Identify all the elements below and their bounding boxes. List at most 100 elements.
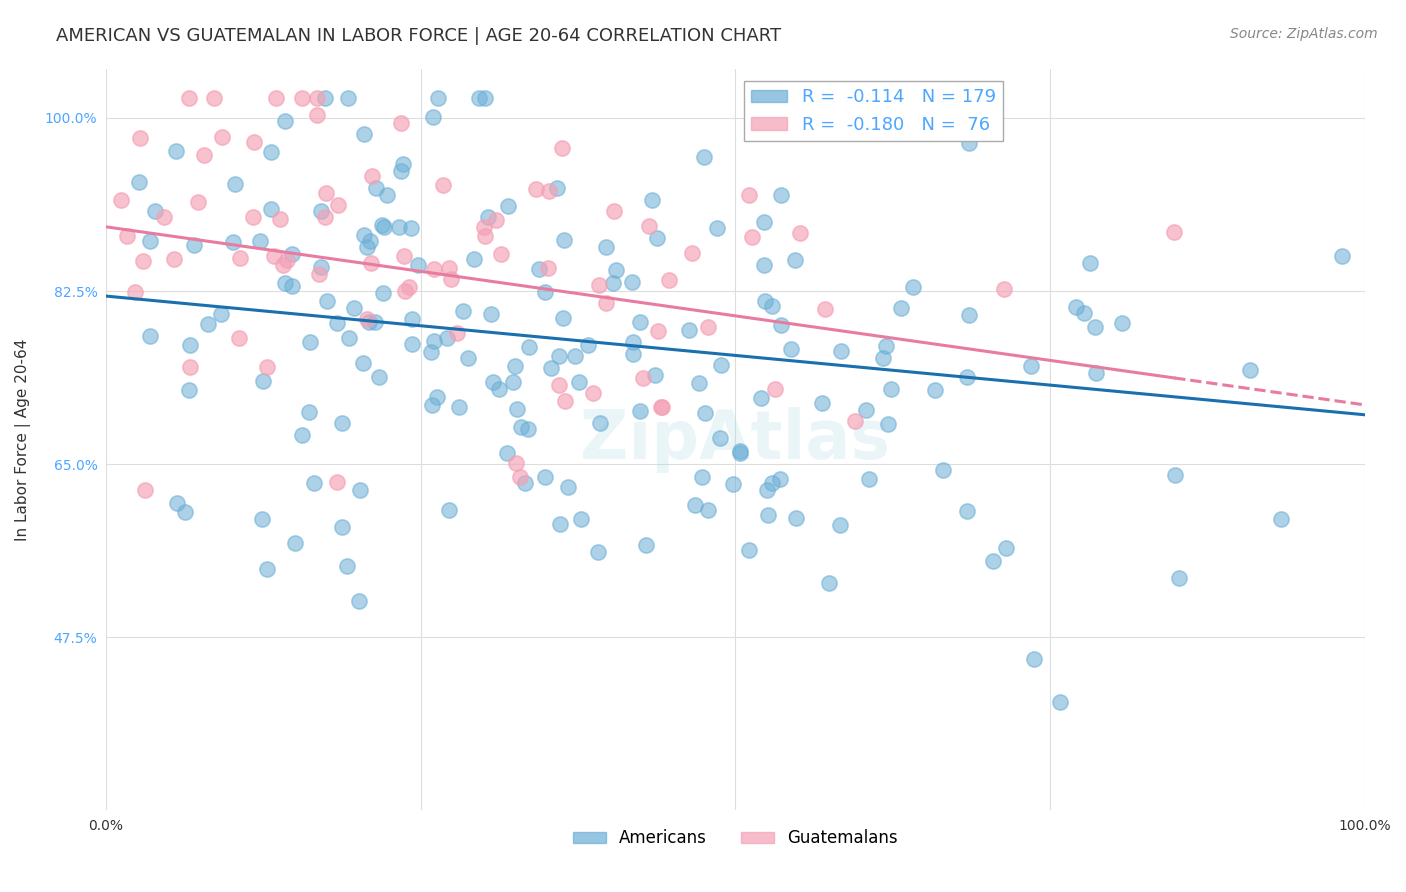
Point <box>548 350 571 364</box>
Text: Source: ZipAtlas.com: Source: ZipAtlas.com <box>1230 27 1378 41</box>
Point <box>709 431 731 445</box>
Point <box>754 215 776 229</box>
Point <box>721 477 744 491</box>
Point <box>110 193 132 207</box>
Point <box>828 518 851 533</box>
Point <box>298 335 321 350</box>
Point <box>269 211 291 226</box>
Point <box>420 398 443 412</box>
Text: AMERICAN VS GUATEMALAN IN LABOR FORCE | AGE 20-64 CORRELATION CHART: AMERICAN VS GUATEMALAN IN LABOR FORCE | … <box>56 27 782 45</box>
Point <box>315 186 337 200</box>
Point <box>250 512 273 526</box>
Point <box>419 345 441 359</box>
Point <box>628 315 651 329</box>
Point <box>356 312 378 326</box>
Point <box>488 382 510 396</box>
Point <box>489 247 512 261</box>
Point <box>783 252 806 267</box>
Point <box>1163 225 1185 239</box>
Point <box>426 91 449 105</box>
Point <box>932 463 955 477</box>
Point <box>477 210 499 224</box>
Point <box>128 131 150 145</box>
Point <box>728 443 751 458</box>
Point <box>224 178 246 192</box>
Point <box>516 422 538 436</box>
Point <box>252 374 274 388</box>
Point <box>761 299 783 313</box>
Point <box>738 188 761 202</box>
Point <box>901 280 924 294</box>
Point <box>128 175 150 189</box>
Y-axis label: In Labor Force | Age 20-64: In Labor Force | Age 20-64 <box>15 338 31 541</box>
Point <box>311 204 333 219</box>
Point <box>551 140 574 154</box>
Point <box>326 317 349 331</box>
Point <box>651 401 673 415</box>
Point <box>785 510 807 524</box>
Point <box>356 240 378 254</box>
Point <box>605 262 627 277</box>
Point <box>370 219 392 233</box>
Point <box>134 483 156 498</box>
Point <box>197 317 219 331</box>
Point <box>1270 511 1292 525</box>
Point <box>439 272 461 286</box>
Point <box>770 318 793 333</box>
Point <box>503 359 526 373</box>
Point <box>681 245 703 260</box>
Point <box>357 314 380 328</box>
Point <box>352 356 374 370</box>
Point <box>564 349 586 363</box>
Point <box>211 130 233 145</box>
Point <box>981 554 1004 568</box>
Point <box>658 272 681 286</box>
Point <box>209 307 232 321</box>
Point <box>242 210 264 224</box>
Point <box>496 199 519 213</box>
Point <box>447 400 470 414</box>
Point <box>353 228 375 243</box>
Point <box>177 91 200 105</box>
Point <box>485 212 508 227</box>
Point <box>401 337 423 351</box>
Point <box>534 470 557 484</box>
Point <box>756 508 779 522</box>
Point <box>163 252 186 267</box>
Point <box>336 91 359 105</box>
Point <box>264 91 287 105</box>
Point <box>537 184 560 198</box>
Point <box>281 247 304 261</box>
Point <box>326 475 349 489</box>
Point <box>1078 255 1101 269</box>
Point <box>472 220 495 235</box>
Point <box>957 136 980 150</box>
Point <box>401 312 423 326</box>
Point <box>763 382 786 396</box>
Point <box>406 258 429 272</box>
Point <box>517 340 540 354</box>
Point <box>308 267 330 281</box>
Point <box>1163 468 1185 483</box>
Point <box>1084 320 1107 334</box>
Point <box>569 512 592 526</box>
Point <box>332 519 354 533</box>
Point <box>546 181 568 195</box>
Point <box>633 371 655 385</box>
Point <box>314 91 336 105</box>
Point <box>769 472 792 486</box>
Point <box>474 91 496 105</box>
Point <box>690 470 713 484</box>
Point <box>810 396 832 410</box>
Point <box>879 382 901 396</box>
Point <box>179 359 201 374</box>
Point <box>177 384 200 398</box>
Point <box>193 148 215 162</box>
Point <box>509 470 531 484</box>
Point <box>752 259 775 273</box>
Point <box>741 229 763 244</box>
Point <box>307 108 329 122</box>
Point <box>551 310 574 325</box>
Text: ZipAtlas: ZipAtlas <box>581 407 890 473</box>
Point <box>526 182 548 196</box>
